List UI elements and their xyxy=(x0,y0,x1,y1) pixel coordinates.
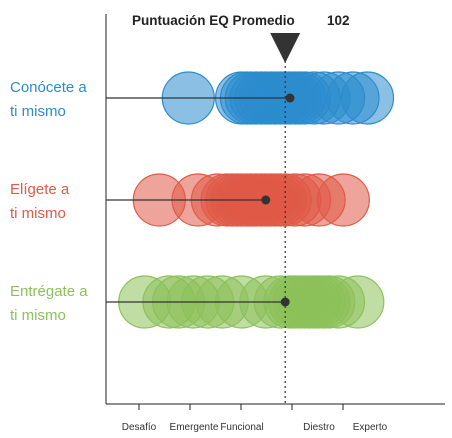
ticks-layer: Desafío Emergente Funcional Diestro Experto xyxy=(122,404,388,433)
axes-layer xyxy=(105,14,445,405)
row-label: Elígete a xyxy=(10,181,70,198)
row-labels-layer: Conócete a ti mismo Elígete a ti mismo Entré… xyxy=(10,79,88,324)
x-tick-label: Emergente xyxy=(170,422,219,433)
x-tick-label: Funcional xyxy=(220,422,263,433)
average-score-value: 102 xyxy=(327,13,350,28)
row-label: ti mismo xyxy=(10,307,66,324)
series-layer xyxy=(106,93,295,307)
row-label: Conócete a xyxy=(10,79,87,96)
row-label: ti mismo xyxy=(10,103,66,120)
row-label: Entrégate a xyxy=(10,283,88,300)
average-marker xyxy=(270,33,301,63)
series-mean-dot xyxy=(285,93,295,103)
row-label: ti mismo xyxy=(10,205,66,222)
chart-title: Puntuación EQ Promedio xyxy=(132,13,295,28)
x-tick-label: Diestro xyxy=(303,422,335,433)
series-mean-dot xyxy=(280,297,290,307)
bubble-point xyxy=(340,71,395,125)
average-layer xyxy=(270,33,301,404)
x-tick-label: Desafío xyxy=(122,422,157,433)
bubble-point xyxy=(331,275,385,329)
x-tick-label: Experto xyxy=(353,422,388,433)
bubble-point xyxy=(316,173,370,227)
series-mean-dot xyxy=(261,195,271,205)
